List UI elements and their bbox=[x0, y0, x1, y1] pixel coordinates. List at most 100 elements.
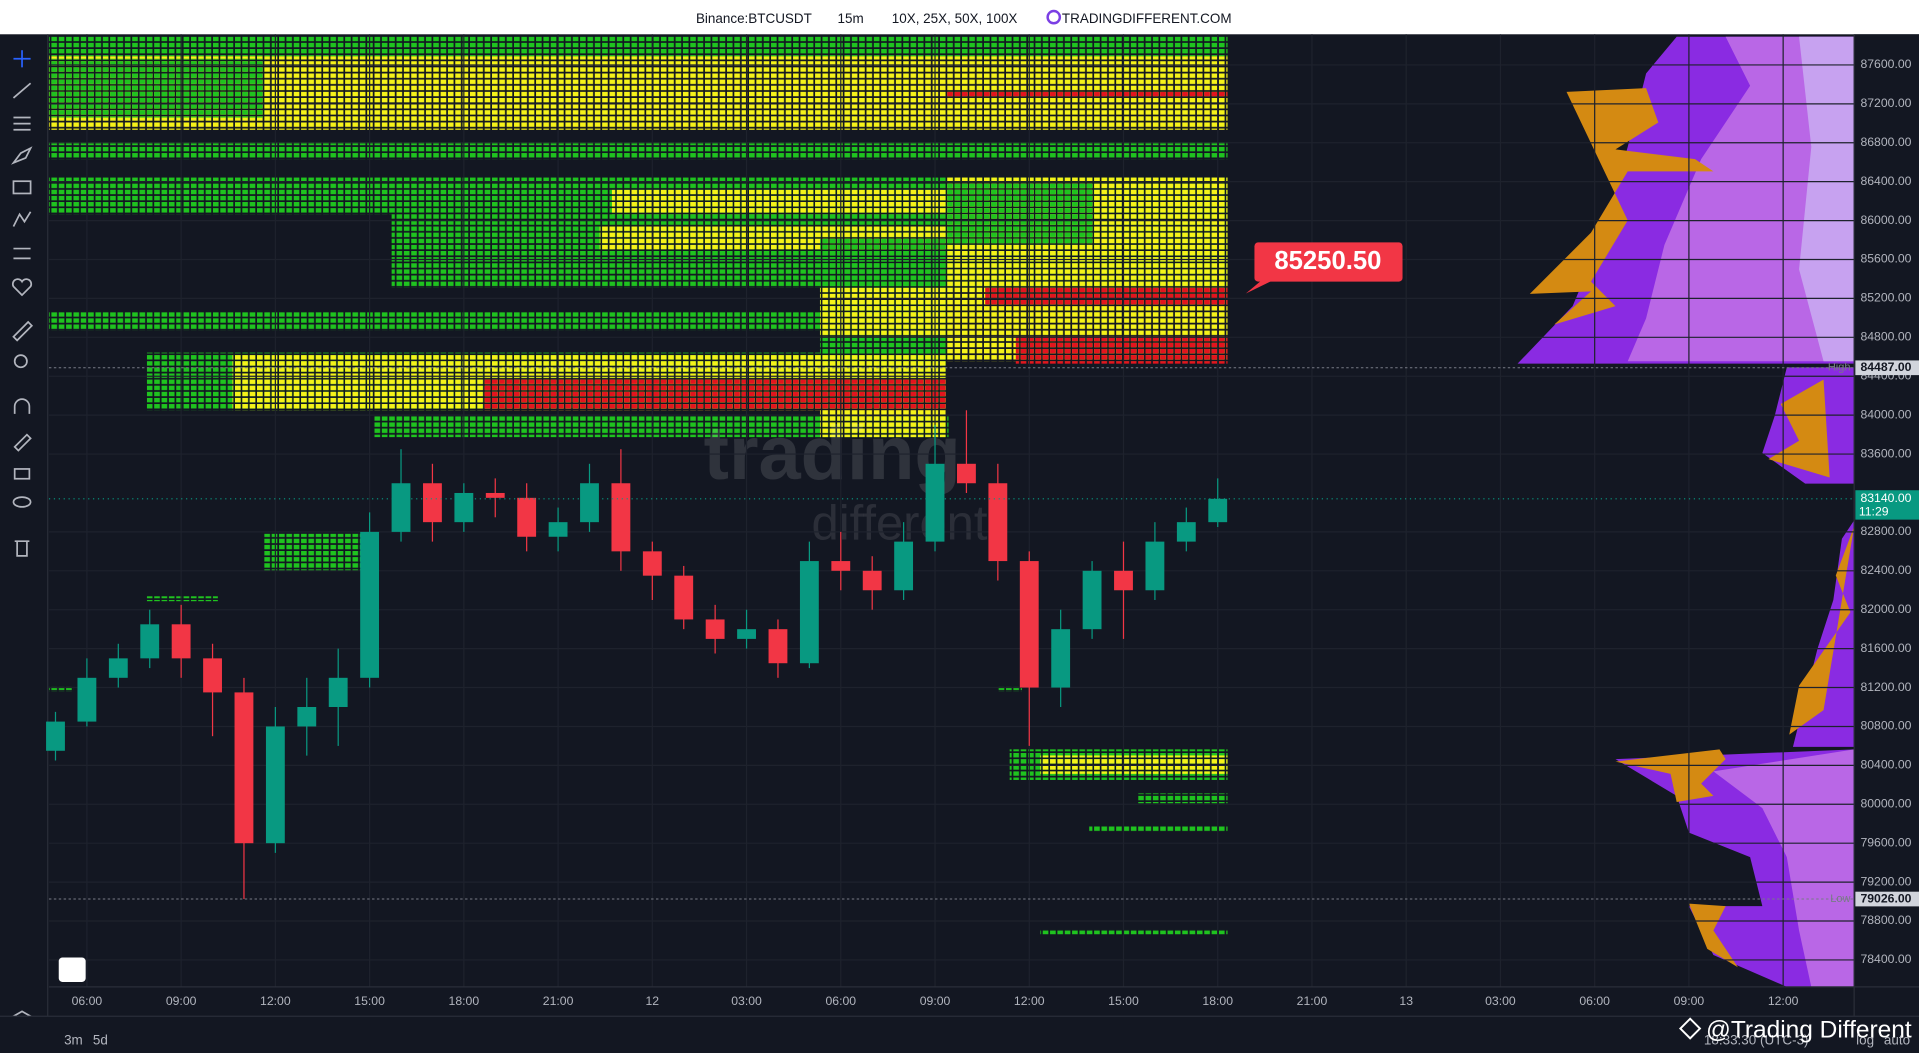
heat-zone bbox=[1040, 755, 1228, 774]
last-price-box bbox=[1855, 490, 1919, 520]
candle-body bbox=[674, 575, 694, 620]
candle-body bbox=[517, 497, 537, 537]
profile-shape bbox=[1615, 749, 1726, 802]
last-price-label: 83140.00 bbox=[1860, 491, 1911, 505]
profile-shape bbox=[1529, 88, 1714, 325]
candle-body bbox=[297, 706, 317, 727]
tool-trendline[interactable] bbox=[12, 82, 32, 99]
symbol[interactable]: Binance:BTCUSDT bbox=[696, 11, 812, 26]
site[interactable]: TRADINGDIFFERENT.COM bbox=[1062, 11, 1232, 26]
y-tick-label: 86800.00 bbox=[1860, 135, 1911, 149]
profile-shape bbox=[1688, 903, 1738, 968]
y-tick-label: 83600.00 bbox=[1860, 446, 1911, 460]
heat-zone bbox=[263, 533, 374, 571]
candle-body bbox=[360, 531, 380, 678]
heat-zone bbox=[1138, 793, 1228, 804]
candle-body bbox=[862, 570, 882, 591]
candle-body bbox=[454, 492, 474, 523]
tool-brush[interactable] bbox=[10, 146, 33, 165]
heat-zone bbox=[1015, 336, 1228, 364]
range-button[interactable]: 3m bbox=[64, 1032, 83, 1047]
candle-body bbox=[925, 463, 945, 542]
tool-hide[interactable] bbox=[12, 496, 32, 508]
profile-shape bbox=[1768, 379, 1830, 478]
marker-box bbox=[1855, 360, 1919, 376]
heatmap bbox=[48, 36, 1228, 935]
tool-pattern[interactable] bbox=[12, 211, 32, 227]
y-tick-label: 80000.00 bbox=[1860, 797, 1911, 811]
candle-body bbox=[171, 624, 191, 659]
candle-body bbox=[1051, 629, 1071, 688]
heat-zone bbox=[48, 36, 1228, 57]
candle-body bbox=[77, 677, 97, 722]
auto-toggle[interactable]: auto bbox=[1884, 1032, 1910, 1047]
heat-zone bbox=[1089, 826, 1228, 832]
credit-logo bbox=[1678, 1017, 1702, 1040]
candle-body bbox=[1145, 541, 1165, 591]
profile-shape bbox=[1789, 526, 1855, 735]
marker-label: High bbox=[1828, 362, 1851, 374]
x-tick-label: 12:00 bbox=[1768, 994, 1799, 1008]
tv-logo[interactable] bbox=[58, 957, 86, 982]
heat-zone bbox=[946, 91, 1228, 98]
heat-zone bbox=[48, 58, 264, 118]
marker-value: 84487.00 bbox=[1860, 360, 1911, 374]
candle-body bbox=[203, 658, 222, 693]
profile-shape bbox=[1713, 749, 1855, 987]
heat-zone bbox=[819, 287, 947, 337]
tool-text[interactable] bbox=[12, 180, 32, 195]
y-tick-label: 80800.00 bbox=[1860, 719, 1911, 733]
clock: 18:33:30 (UTC-3) bbox=[1704, 1032, 1809, 1047]
tool-delete[interactable] bbox=[14, 540, 30, 557]
candle-body bbox=[957, 463, 976, 484]
y-tick-label: 81600.00 bbox=[1860, 641, 1911, 655]
range-button[interactable]: 5d bbox=[93, 1032, 108, 1047]
heat-zone bbox=[985, 287, 1228, 307]
y-tick-label: 85200.00 bbox=[1860, 291, 1911, 305]
y-tick-label: 84000.00 bbox=[1860, 407, 1911, 421]
candle-body bbox=[108, 658, 128, 678]
candle-body bbox=[1208, 498, 1228, 523]
candle-body bbox=[799, 561, 819, 664]
y-tick-label: 87600.00 bbox=[1860, 57, 1911, 71]
x-tick-label: 13 bbox=[1399, 994, 1413, 1008]
tool-ruler[interactable] bbox=[12, 320, 34, 342]
x-tick-label: 03:00 bbox=[1485, 994, 1516, 1008]
candle-body bbox=[140, 624, 160, 659]
interval[interactable]: 15m bbox=[837, 11, 863, 26]
candle-body bbox=[1082, 570, 1102, 630]
site-logo bbox=[1046, 9, 1062, 25]
tool-favorite[interactable] bbox=[12, 278, 33, 297]
heat-zone bbox=[48, 142, 1228, 160]
y-tick-label: 82400.00 bbox=[1860, 563, 1911, 577]
heat-zone bbox=[48, 312, 820, 331]
tool-zoom[interactable] bbox=[13, 354, 28, 369]
profile-shape bbox=[1627, 36, 1855, 362]
heat-zone bbox=[146, 596, 218, 602]
marker-value: 79026.00 bbox=[1860, 891, 1911, 905]
y-tick-label: 86400.00 bbox=[1860, 174, 1911, 188]
tool-fib[interactable] bbox=[13, 116, 31, 131]
heat-zone bbox=[946, 183, 1093, 245]
candle-body bbox=[1114, 570, 1133, 591]
tool-lock-drawings[interactable] bbox=[13, 433, 32, 452]
price-axis bbox=[1854, 34, 1919, 1017]
heat-zone bbox=[997, 686, 1022, 692]
candle-body bbox=[580, 483, 599, 523]
tool-lock[interactable] bbox=[13, 468, 31, 480]
candle-body bbox=[265, 726, 285, 844]
candle-body bbox=[234, 692, 254, 844]
x-tick-label: 12:00 bbox=[1014, 994, 1045, 1008]
top-bar bbox=[0, 0, 1919, 35]
x-tick-label: 06:00 bbox=[1579, 994, 1610, 1008]
x-tick-label: 15:00 bbox=[354, 994, 385, 1008]
tool-measure[interactable] bbox=[13, 247, 31, 260]
log-toggle[interactable]: log bbox=[1856, 1032, 1874, 1047]
bottom-bar bbox=[0, 1016, 1919, 1053]
x-tick-label: 06:00 bbox=[825, 994, 856, 1008]
tool-magnet[interactable] bbox=[13, 398, 31, 414]
candle-body bbox=[831, 561, 851, 571]
marker-box bbox=[1855, 891, 1919, 907]
